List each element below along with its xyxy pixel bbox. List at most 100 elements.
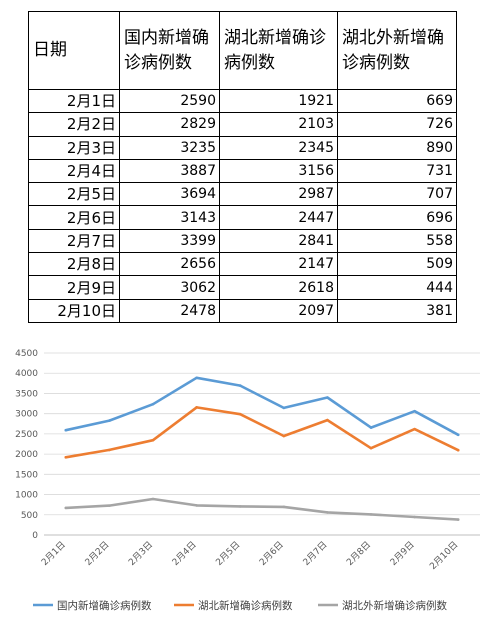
cell-outside-hubei: 731 [337, 158, 457, 184]
cell-date: 2月4日 [28, 158, 120, 184]
cell-national: 2590 [119, 88, 220, 114]
cell-outside-hubei: 696 [337, 205, 457, 230]
x-tick-label: 2月9日 [388, 539, 417, 568]
x-tick-label: 2月8日 [345, 539, 374, 568]
legend-label: 国内新增确诊病例数 [57, 599, 152, 612]
data-point [282, 434, 286, 438]
cell-outside-hubei: 381 [337, 298, 457, 323]
cell-national: 2656 [119, 252, 220, 277]
cell-outside-hubei: 707 [337, 182, 457, 207]
data-point [326, 418, 329, 422]
data-point [64, 428, 68, 432]
data-point [326, 511, 329, 514]
cell-outside-hubei: 669 [337, 88, 457, 114]
data-point [151, 497, 155, 501]
x-tick-label: 2月7日 [301, 539, 330, 568]
cell-date: 2月9日 [28, 275, 120, 300]
cell-national: 2829 [119, 112, 220, 137]
data-point [282, 505, 286, 509]
y-tick-label: 4500 [15, 349, 38, 359]
cell-national: 3694 [119, 182, 220, 207]
data-point [64, 506, 68, 510]
header-date: 日期 [28, 11, 120, 90]
cell-national: 2478 [119, 298, 220, 323]
x-tick-label: 2月2日 [83, 539, 112, 568]
cell-date: 2月10日 [28, 298, 120, 323]
cell-hubei: 1921 [219, 88, 338, 114]
y-axis-ticks: 0 500 1000 1500 2000 2500 3000 3500 4000 4500 [15, 349, 38, 541]
data-table: 日期 国内新增确诊病例数 湖北新增确诊病例数 湖北外新增确诊病例数 2月1日 2… [28, 11, 457, 323]
gridlines [44, 352, 480, 536]
cell-hubei: 2618 [219, 275, 338, 300]
data-point [151, 438, 155, 442]
x-tick-label: 2月5日 [214, 539, 243, 568]
y-tick-label: 0 [32, 531, 38, 541]
table-row: 2月9日 3062 2618 444 [28, 275, 457, 300]
table-row: 2月3日 3235 2345 890 [28, 135, 457, 160]
x-axis-ticks: 2月1日 2月2日 2月3日 2月4日 2月5日 2月6日 2月7日 2月8日 2月9日 2月10… [39, 539, 460, 572]
cell-date: 2月3日 [28, 135, 120, 160]
cell-outside-hubei: 890 [337, 135, 457, 160]
cell-date: 2月6日 [28, 205, 120, 230]
cell-hubei: 2841 [219, 228, 338, 254]
data-point [369, 426, 373, 429]
data-point [151, 402, 155, 406]
legend: 国内新增确诊病例数 湖北新增确诊病例数 湖北外新增确诊病例数 [33, 599, 447, 612]
x-tick-label: 2月4日 [170, 539, 199, 568]
cell-national: 3062 [119, 275, 220, 300]
cell-hubei: 2987 [219, 182, 338, 207]
cell-hubei: 3156 [219, 158, 338, 184]
x-tick-label: 2月10日 [428, 539, 461, 572]
cell-outside-hubei: 509 [337, 252, 457, 277]
x-tick-label: 2月6日 [257, 539, 286, 568]
data-point [282, 406, 286, 410]
header-outside-hubei: 湖北外新增确诊病例数 [337, 11, 457, 90]
cell-hubei: 2447 [219, 205, 338, 230]
cell-date: 2月8日 [28, 252, 120, 277]
line-chart: 0 500 1000 1500 2000 2500 3000 3500 4000 4500 2月1… [15, 349, 480, 612]
y-tick-label: 2500 [15, 430, 38, 440]
y-tick-label: 3000 [15, 410, 38, 420]
y-tick-label: 3500 [15, 389, 38, 399]
table-row: 2月2日 2829 2103 726 [28, 112, 457, 137]
cell-hubei: 2147 [219, 252, 338, 277]
data-point [413, 427, 416, 431]
data-point [456, 448, 460, 452]
series-line-2 [64, 497, 460, 521]
data-point [238, 505, 242, 508]
data-point [195, 504, 198, 507]
cell-outside-hubei: 558 [337, 228, 457, 254]
y-tick-label: 4000 [15, 369, 38, 379]
cell-hubei: 2103 [219, 112, 338, 137]
data-point [108, 504, 111, 507]
data-point [195, 376, 198, 380]
cell-hubei: 2345 [219, 135, 338, 160]
series-line-0 [64, 376, 460, 437]
data-point [413, 409, 416, 413]
data-point [456, 518, 460, 521]
y-tick-label: 1500 [15, 470, 38, 480]
cell-date: 2月7日 [28, 228, 120, 254]
table-row: 2月5日 3694 2987 707 [28, 182, 457, 207]
data-point [108, 419, 111, 422]
table-row: 2月8日 2656 2147 509 [28, 252, 457, 277]
data-point [238, 384, 242, 387]
cell-outside-hubei: 444 [337, 275, 457, 300]
data-point [456, 433, 460, 437]
cell-date: 2月5日 [28, 182, 120, 207]
y-tick-label: 1000 [15, 491, 38, 501]
x-tick-label: 2月1日 [39, 539, 68, 568]
legend-label: 湖北新增确诊病例数 [198, 599, 293, 612]
series-lines [64, 376, 460, 521]
cell-national: 3887 [119, 158, 220, 184]
data-point [369, 446, 373, 450]
y-tick-label: 2000 [15, 450, 38, 460]
table-row: 2月6日 3143 2447 696 [28, 205, 457, 230]
table-row: 2月7日 3399 2841 558 [28, 228, 457, 254]
data-point [195, 406, 198, 409]
table-header-row: 日期 国内新增确诊病例数 湖北新增确诊病例数 湖北外新增确诊病例数 [28, 11, 457, 90]
cell-national: 3235 [119, 135, 220, 160]
x-tick-label: 2月3日 [127, 539, 156, 568]
table-row: 2月4日 3887 3156 731 [28, 158, 457, 184]
data-point [108, 448, 111, 452]
